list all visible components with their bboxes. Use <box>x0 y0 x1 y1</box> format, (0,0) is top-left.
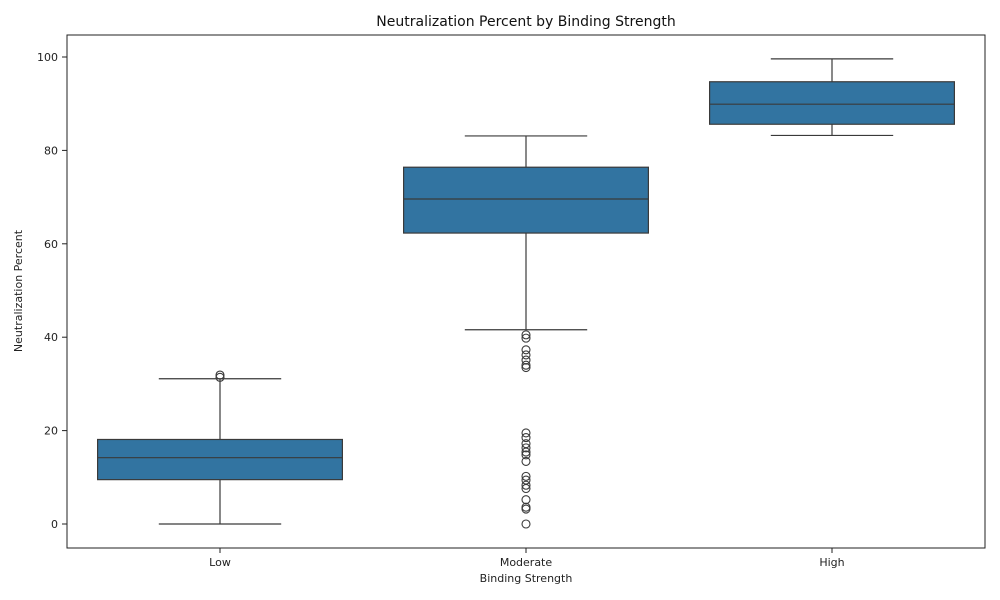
y-tick-label: 20 <box>44 425 58 438</box>
x-tick-label: High <box>819 556 844 569</box>
x-tick-label: Low <box>209 556 231 569</box>
outlier-point <box>521 333 531 343</box>
y-tick-label: 40 <box>44 331 58 344</box>
iqr-box <box>96 438 344 481</box>
x-axis: Low Moderate High <box>209 548 845 569</box>
chart-title: Neutralization Percent by Binding Streng… <box>376 14 675 30</box>
box-group-moderate <box>403 135 650 529</box>
outlier-point <box>521 330 531 340</box>
y-tick-label: 100 <box>37 51 58 64</box>
y-tick-label: 60 <box>44 238 58 251</box>
outlier-point <box>521 350 531 360</box>
outlier-point <box>521 345 531 355</box>
outlier-point <box>215 372 225 382</box>
y-axis-label: Neutralization Percent <box>12 229 25 352</box>
y-axis: 0 20 40 60 80 100 <box>37 51 67 531</box>
y-tick-label: 80 <box>44 144 58 157</box>
y-tick-label: 0 <box>51 518 58 531</box>
outlier-point <box>521 433 531 443</box>
outlier-point <box>521 363 531 373</box>
outlier-point <box>521 428 531 438</box>
outlier-point <box>521 360 531 370</box>
outlier-point <box>521 447 531 457</box>
outlier-point <box>521 504 531 514</box>
box-group-low <box>96 370 344 525</box>
iqr-box <box>708 81 955 125</box>
outlier-point <box>521 443 531 453</box>
outlier-point <box>215 370 225 380</box>
outlier-point <box>521 495 531 505</box>
outlier-point <box>521 450 531 460</box>
iqr-box <box>403 166 650 234</box>
outlier-point <box>521 502 531 512</box>
outlier-point <box>521 519 531 529</box>
outlier-point <box>521 456 531 466</box>
x-axis-label: Binding Strength <box>480 572 573 585</box>
outlier-point <box>521 480 531 490</box>
x-tick-label: Moderate <box>500 556 553 569</box>
box-group-high <box>708 58 955 137</box>
outlier-point <box>521 483 531 494</box>
outlier-point <box>521 471 531 481</box>
boxes-layer <box>96 58 955 529</box>
